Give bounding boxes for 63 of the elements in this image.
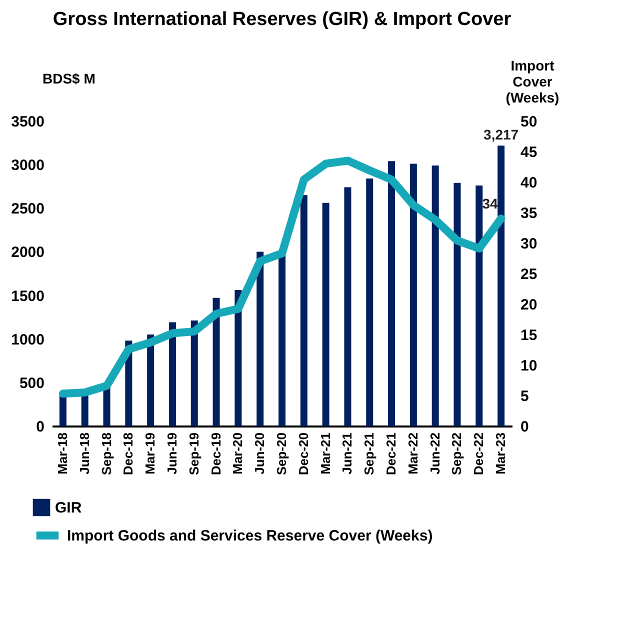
bar (410, 164, 417, 426)
bar (476, 185, 483, 426)
bar (388, 161, 396, 426)
y-axis-title: BDS$ M (42, 70, 96, 86)
x-tick-label: Sep-22 (449, 432, 464, 476)
y2-tick-label: 0 (520, 418, 529, 436)
y-tick-label: 1500 (11, 288, 44, 305)
y-tick-label: 500 (19, 374, 44, 392)
y2-tick-label: 30 (520, 236, 538, 252)
legend-label: GIR (55, 500, 82, 516)
bar (344, 187, 352, 426)
y2-axis-title: Import Cover (Weeks) (506, 58, 560, 106)
y-tick-label: 1000 (11, 331, 44, 348)
x-tick-label: Mar-19 (142, 432, 158, 474)
x-tick-label: Sep-20 (274, 432, 289, 476)
x-tick-label: Jun-22 (427, 432, 442, 474)
x-tick-label: Dec-21 (384, 432, 399, 476)
y-tick-label: 3000 (11, 157, 44, 174)
bar (498, 146, 505, 426)
y-tick-label: 2500 (11, 200, 44, 218)
bar (366, 178, 374, 426)
y-tick-label: 3500 (11, 114, 44, 130)
x-tick-label: Jun-18 (76, 432, 92, 474)
bar (256, 252, 264, 426)
bar (212, 298, 220, 426)
bar (168, 322, 176, 426)
y2-tick-label: 20 (520, 296, 538, 314)
y2-tick-label: 25 (520, 266, 538, 283)
x-tick-label: Dec-22 (471, 432, 486, 476)
x-tick-label: Mar-22 (405, 432, 420, 474)
bar (103, 386, 110, 426)
x-tick-label: Jun-20 (252, 432, 268, 474)
y2-tick-label: 10 (520, 358, 538, 374)
x-tick-label: Mar-21 (318, 432, 333, 474)
x-tick-label: Sep-18 (98, 432, 114, 476)
data-label: 3,217 (484, 126, 519, 143)
y2-tick-label: 40 (520, 174, 538, 192)
y2-tick-label: 5 (520, 388, 529, 405)
y2-tick-label: 15 (520, 327, 538, 344)
x-tick-label: Sep-21 (362, 432, 377, 476)
bar (147, 334, 154, 426)
x-tick-label: Mar-18 (54, 432, 70, 474)
x-tick-label: Jun-21 (340, 432, 355, 474)
x-tick-label: Dec-18 (120, 432, 136, 476)
bar (300, 195, 308, 426)
bar (278, 255, 286, 426)
x-tick-label: Mar-23 (493, 432, 508, 474)
bar (454, 182, 461, 426)
y2-tick-label: 45 (520, 144, 538, 161)
bar (322, 202, 330, 426)
chart-title: Gross International Reserves (GIR) & Import Cover (52, 9, 512, 30)
y-tick-label: 0 (36, 418, 44, 436)
y-tick-label: 2000 (11, 244, 44, 262)
x-tick-label: Dec-20 (296, 432, 311, 476)
x-tick-label: Sep-19 (186, 432, 202, 476)
bar (432, 165, 439, 426)
bar (190, 320, 198, 426)
legend-label: Import Goods and Services Reserve Cover (Weeks) (67, 528, 433, 544)
x-tick-label: Mar-20 (230, 432, 246, 474)
x-tick-label: Jun-19 (164, 432, 180, 474)
x-tick-label: Dec-19 (208, 432, 224, 476)
y2-tick-label: 35 (520, 205, 538, 222)
y2-tick-label: 50 (520, 114, 538, 130)
